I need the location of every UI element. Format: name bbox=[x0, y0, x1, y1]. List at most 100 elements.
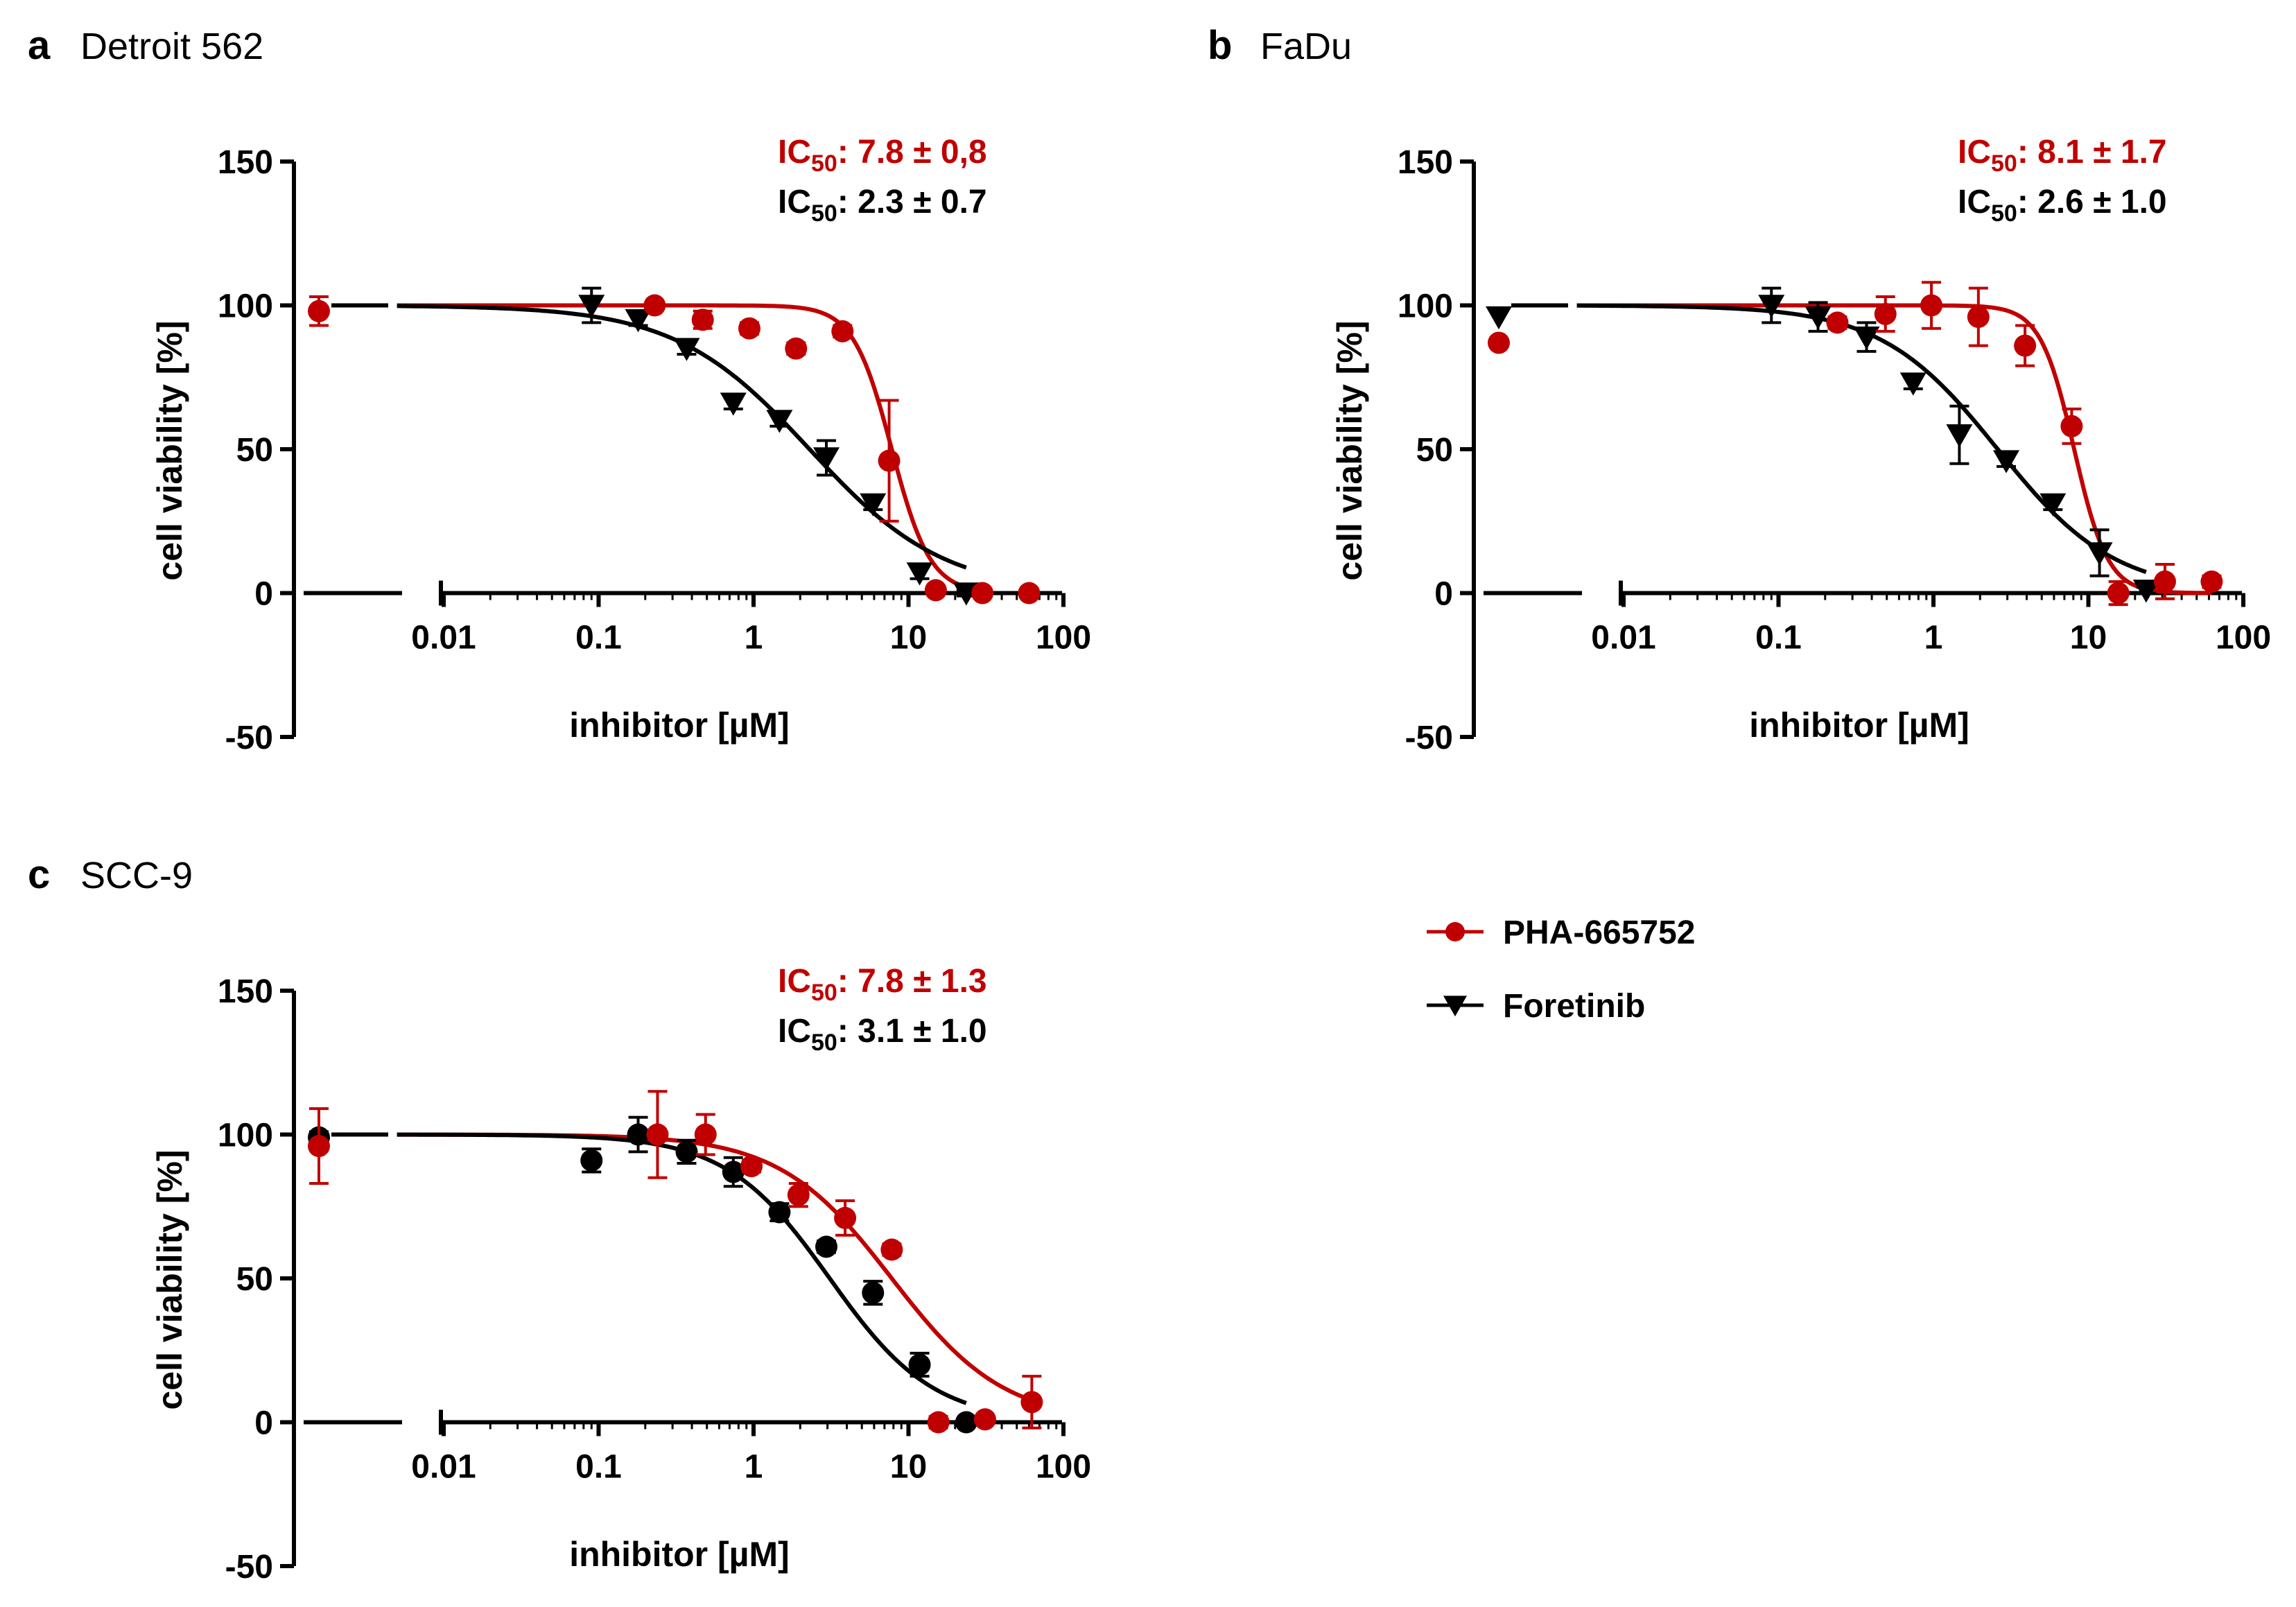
data-point-pha bbox=[834, 1206, 857, 1229]
y-tick-label: 150 bbox=[218, 973, 273, 1010]
ic50-subscript: 50 bbox=[811, 980, 837, 1006]
x-axis-label: inhibitor [µM] bbox=[1749, 706, 1969, 745]
data-point-foretinib bbox=[722, 1161, 745, 1183]
y-tick-label: 150 bbox=[218, 144, 273, 181]
y-tick-label: 0 bbox=[254, 1405, 273, 1442]
data-point-foretinib bbox=[578, 295, 605, 318]
ic50-prefix: IC bbox=[1958, 184, 1991, 220]
data-point-foretinib bbox=[720, 392, 747, 416]
data-point-pha bbox=[831, 320, 854, 342]
x-tick-label: 0.1 bbox=[1755, 620, 1802, 657]
legend-label: PHA-665752 bbox=[1503, 914, 1696, 951]
data-point-foretinib bbox=[766, 410, 793, 433]
x-tick-label: 0.01 bbox=[411, 620, 476, 657]
data-point-pha bbox=[878, 449, 901, 472]
ic50-prefix: IC bbox=[778, 963, 811, 1000]
x-tick-label: 0.1 bbox=[575, 1449, 622, 1486]
data-point-foretinib bbox=[675, 1140, 698, 1163]
panel-letter: c bbox=[28, 852, 50, 897]
data-point-pha bbox=[1018, 582, 1041, 605]
ic50-subscript: 50 bbox=[811, 150, 837, 177]
control-point-pha bbox=[308, 1135, 330, 1158]
y-tick-label: -50 bbox=[225, 1549, 273, 1586]
data-point-foretinib bbox=[1899, 372, 1927, 396]
fit-curve-foretinib bbox=[1576, 303, 2147, 574]
data-point-pha bbox=[1920, 294, 1943, 317]
data-point-foretinib bbox=[862, 1281, 885, 1304]
panel-name: Detroit 562 bbox=[80, 26, 263, 67]
y-tick-label: 0 bbox=[254, 576, 273, 613]
data-point-pha bbox=[973, 1408, 996, 1431]
ic50-subscript: 50 bbox=[811, 200, 837, 227]
ic50-value: : 8.1 ± 1.7 bbox=[2017, 134, 2167, 171]
ic50-prefix: IC bbox=[778, 1013, 811, 1050]
ic50-subscript: 50 bbox=[811, 1030, 837, 1056]
y-tick-label: 50 bbox=[236, 1261, 273, 1298]
data-point-pha bbox=[1826, 311, 1849, 334]
y-tick-label: 50 bbox=[1416, 432, 1453, 469]
panel-letter: b bbox=[1208, 23, 1232, 68]
panel-name: SCC-9 bbox=[80, 855, 193, 896]
x-tick-label: 1 bbox=[745, 1449, 763, 1486]
ic50-value: : 2.3 ± 0.7 bbox=[837, 184, 987, 220]
ic50-prefix: IC bbox=[778, 134, 811, 171]
data-point-pha bbox=[694, 1123, 717, 1146]
data-point-foretinib bbox=[908, 1353, 931, 1376]
ic50-annotation: IC50: 7.8 ± 0,8 bbox=[778, 134, 987, 177]
data-point-foretinib bbox=[815, 1235, 838, 1258]
ic50-value: : 2.6 ± 1.0 bbox=[2017, 184, 2167, 220]
ic50-annotation: IC50: 8.1 ± 1.7 bbox=[1958, 134, 2167, 177]
data-point-foretinib bbox=[906, 562, 933, 586]
x-tick-label: 1 bbox=[1924, 620, 1943, 657]
data-point-pha bbox=[738, 317, 760, 340]
data-point-foretinib bbox=[1804, 306, 1832, 330]
ic50-subscript: 50 bbox=[1991, 150, 2017, 177]
data-point-pha bbox=[2107, 582, 2130, 605]
data-point-foretinib bbox=[627, 1123, 650, 1146]
y-axis-label: cell viability [%] bbox=[1330, 320, 1369, 580]
legend-marker-triangle bbox=[1443, 996, 1467, 1017]
data-point-foretinib bbox=[1993, 450, 2020, 474]
legend: PHA-665752 Foretinib bbox=[1427, 914, 1696, 1025]
data-point-pha bbox=[2060, 415, 2083, 437]
control-point-pha bbox=[1488, 331, 1510, 354]
x-tick-label: 100 bbox=[2216, 620, 2271, 657]
legend-marker-circle bbox=[1445, 922, 1465, 941]
y-tick-label: 100 bbox=[218, 1118, 273, 1154]
data-point-foretinib bbox=[2086, 542, 2113, 566]
data-point-foretinib bbox=[813, 447, 840, 471]
y-tick-label: 150 bbox=[1398, 144, 1453, 181]
y-tick-label: -50 bbox=[225, 720, 273, 756]
data-point-pha bbox=[924, 579, 947, 602]
data-point-pha bbox=[1020, 1391, 1043, 1414]
x-tick-label: 0.1 bbox=[575, 620, 622, 657]
y-tick-label: -50 bbox=[1405, 720, 1453, 756]
ic50-subscript: 50 bbox=[1991, 200, 2017, 227]
data-point-pha bbox=[646, 1123, 669, 1146]
data-point-pha bbox=[971, 582, 994, 605]
data-point-foretinib bbox=[2040, 493, 2067, 516]
data-point-foretinib bbox=[1946, 424, 1973, 448]
data-point-pha bbox=[1967, 306, 1990, 329]
data-point-pha bbox=[880, 1238, 903, 1261]
data-point-pha bbox=[1874, 302, 1897, 325]
fit-curve-pha bbox=[397, 1132, 1033, 1402]
ic50-prefix: IC bbox=[778, 184, 811, 220]
data-point-foretinib bbox=[625, 309, 652, 333]
data-point-pha bbox=[787, 1183, 810, 1206]
ic50-value: : 7.8 ± 1.3 bbox=[837, 963, 987, 1000]
x-axis-label: inhibitor [µM] bbox=[569, 706, 790, 745]
x-tick-label: 100 bbox=[1036, 620, 1091, 657]
data-point-foretinib bbox=[673, 338, 700, 361]
data-point-pha bbox=[785, 337, 808, 360]
fit-curve-pha bbox=[397, 303, 983, 593]
ic50-annotation: IC50: 2.6 ± 1.0 bbox=[1958, 184, 2167, 227]
y-tick-label: 50 bbox=[236, 432, 273, 469]
fit-curve-foretinib bbox=[397, 1132, 967, 1405]
control-point-pha bbox=[308, 299, 330, 322]
data-point-pha bbox=[643, 294, 666, 317]
